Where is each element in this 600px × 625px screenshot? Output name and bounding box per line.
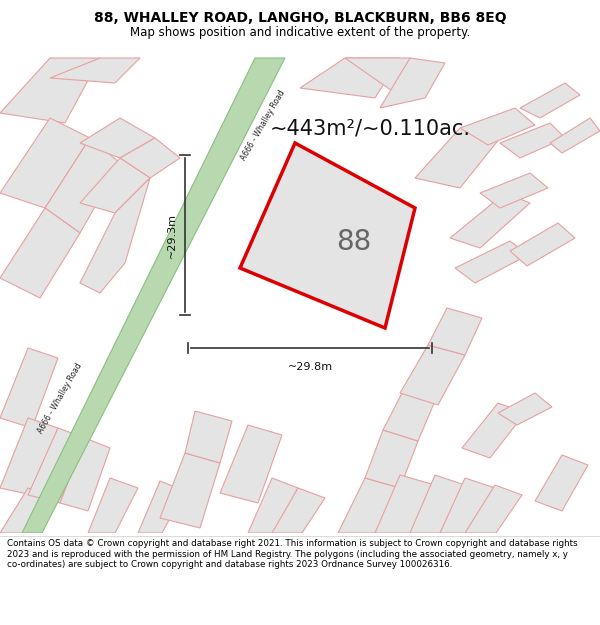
Text: 88, WHALLEY ROAD, LANGHO, BLACKBURN, BB6 8EQ: 88, WHALLEY ROAD, LANGHO, BLACKBURN, BB6…: [94, 11, 506, 25]
Polygon shape: [400, 345, 465, 405]
Polygon shape: [80, 158, 150, 213]
Polygon shape: [0, 118, 90, 208]
Polygon shape: [272, 488, 325, 533]
Polygon shape: [28, 428, 85, 503]
Polygon shape: [0, 418, 58, 495]
Polygon shape: [0, 208, 80, 298]
Polygon shape: [0, 488, 55, 533]
Polygon shape: [480, 173, 548, 208]
Polygon shape: [498, 393, 552, 425]
Polygon shape: [380, 58, 445, 108]
Polygon shape: [60, 438, 110, 511]
Polygon shape: [50, 58, 140, 83]
Text: ~29.8m: ~29.8m: [287, 362, 332, 372]
Polygon shape: [80, 178, 150, 293]
Polygon shape: [220, 425, 282, 503]
Polygon shape: [365, 430, 418, 488]
Polygon shape: [455, 241, 528, 283]
Polygon shape: [248, 478, 298, 533]
Polygon shape: [375, 475, 435, 533]
Text: A666 - Whalley Road: A666 - Whalley Road: [239, 88, 287, 162]
Polygon shape: [160, 453, 220, 528]
Text: 88: 88: [336, 228, 371, 256]
Polygon shape: [465, 485, 522, 533]
Text: Map shows position and indicative extent of the property.: Map shows position and indicative extent…: [130, 26, 470, 39]
Polygon shape: [410, 475, 465, 533]
Text: ~29.3m: ~29.3m: [167, 213, 177, 258]
Polygon shape: [500, 123, 565, 158]
Text: A666 - Whalley Road: A666 - Whalley Road: [36, 361, 84, 435]
Polygon shape: [460, 108, 535, 145]
Polygon shape: [22, 58, 285, 533]
Polygon shape: [45, 138, 120, 233]
Polygon shape: [120, 138, 180, 178]
Text: Contains OS data © Crown copyright and database right 2021. This information is : Contains OS data © Crown copyright and d…: [7, 539, 578, 569]
Polygon shape: [88, 478, 138, 533]
Polygon shape: [185, 411, 232, 463]
Polygon shape: [440, 478, 495, 533]
Polygon shape: [428, 308, 482, 355]
Polygon shape: [0, 348, 58, 428]
Text: ~443m²/~0.110ac.: ~443m²/~0.110ac.: [269, 118, 470, 138]
Polygon shape: [138, 481, 185, 533]
Polygon shape: [535, 455, 588, 511]
Polygon shape: [450, 193, 530, 248]
Polygon shape: [338, 478, 400, 533]
Polygon shape: [80, 118, 155, 158]
Polygon shape: [240, 143, 415, 328]
Polygon shape: [550, 118, 600, 153]
Polygon shape: [0, 58, 100, 123]
Polygon shape: [345, 58, 430, 93]
Polygon shape: [415, 128, 500, 188]
Polygon shape: [520, 83, 580, 118]
Polygon shape: [383, 391, 435, 441]
Polygon shape: [300, 58, 400, 98]
Polygon shape: [462, 403, 525, 458]
Polygon shape: [510, 223, 575, 266]
